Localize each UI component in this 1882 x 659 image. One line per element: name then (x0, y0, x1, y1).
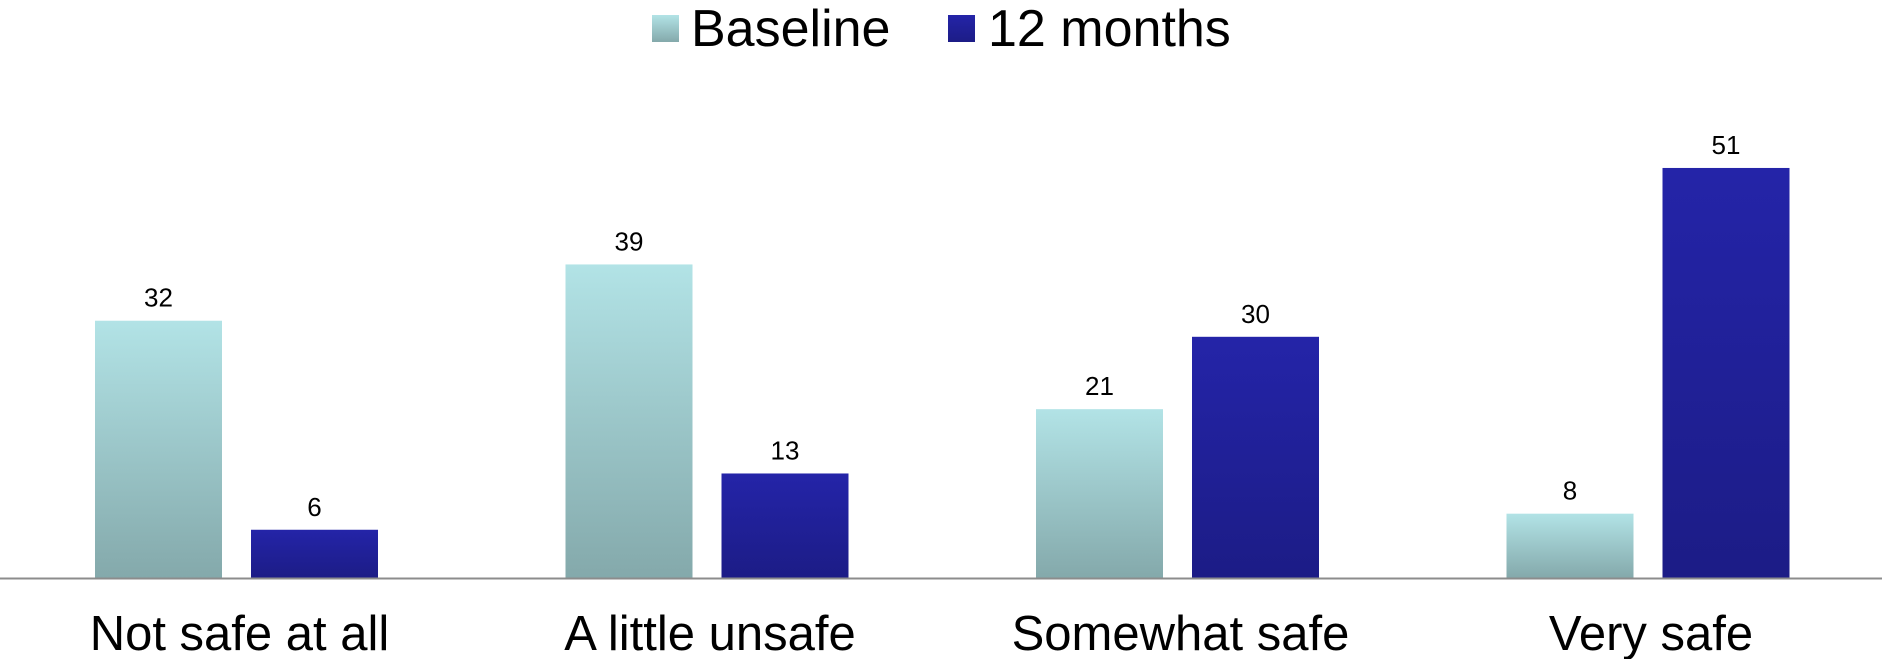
bar-12-months-not-safe-at-all (251, 529, 378, 578)
legend: Baseline 12 months (652, 0, 1231, 58)
value-label-12-months-somewhat-safe: 30 (1241, 299, 1270, 329)
legend-label-12-months: 12 months (988, 0, 1231, 58)
value-labels: 32 6 39 13 21 30 8 51 (144, 130, 1740, 522)
category-label-somewhat-safe: Somewhat safe (1012, 607, 1350, 659)
legend-label-baseline: Baseline (691, 0, 890, 58)
bar-baseline-somewhat-safe (1036, 409, 1163, 578)
legend-swatch-12-months (948, 15, 975, 42)
bar-12-months-very-safe (1662, 167, 1790, 578)
value-label-baseline-somewhat-safe: 21 (1085, 371, 1114, 401)
bar-baseline-not-safe-at-all (95, 320, 222, 578)
value-label-12-months-very-safe: 51 (1712, 130, 1741, 160)
category-label-very-safe: Very safe (1549, 607, 1753, 659)
category-label-a-little-unsafe: A little unsafe (564, 607, 855, 659)
category-label-not-safe-at-all: Not safe at all (90, 607, 390, 659)
value-label-baseline-very-safe: 8 (1563, 476, 1577, 506)
bar-12-months-somewhat-safe (1192, 336, 1319, 578)
value-label-baseline-a-little-unsafe: 39 (615, 226, 644, 256)
legend-swatch-baseline (652, 15, 679, 42)
bar-baseline-a-little-unsafe (565, 264, 693, 578)
value-label-12-months-not-safe-at-all: 6 (307, 492, 321, 522)
value-label-baseline-not-safe-at-all: 32 (144, 283, 173, 313)
bar-baseline-very-safe (1506, 513, 1634, 578)
bar-12-months-a-little-unsafe (721, 473, 849, 578)
category-labels: Not safe at all A little unsafe Somewhat s… (90, 607, 1753, 659)
value-label-12-months-a-little-unsafe: 13 (771, 435, 800, 465)
bars (95, 167, 1790, 578)
